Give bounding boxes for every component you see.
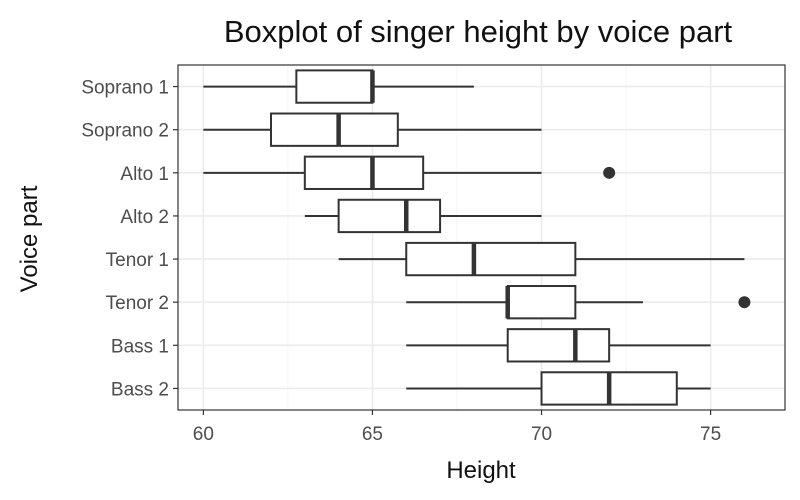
box-iqr	[506, 328, 611, 363]
box-group	[203, 69, 474, 104]
box-layer	[203, 69, 751, 406]
outlier-point	[603, 166, 616, 179]
y-tick-label: Soprano 2	[81, 121, 169, 142]
box-group	[406, 371, 711, 406]
x-tick-label: 70	[531, 424, 552, 445]
y-tick-label: Alto 1	[120, 164, 169, 185]
x-tick-label: 65	[362, 424, 383, 445]
x-axis-title: Height	[446, 457, 516, 484]
y-tick-label: Tenor 1	[106, 250, 169, 271]
box-iqr	[405, 241, 577, 277]
box-group	[406, 285, 751, 320]
x-tick-label: 75	[700, 424, 721, 445]
box-iqr	[303, 155, 425, 190]
box-group	[304, 198, 542, 234]
panel-border	[177, 64, 786, 411]
box-iqr	[269, 112, 399, 147]
y-axis-title: Voice part	[16, 185, 43, 292]
outlier-point	[738, 296, 751, 309]
box-group	[203, 112, 542, 147]
y-tick-label: Bass 2	[111, 379, 169, 400]
x-tick-label: 60	[193, 424, 214, 445]
axis-layer: 60 65 70 75 Soprano 1 Soprano 2 Alto 1 Alto 2 Te…	[81, 78, 721, 445]
box-group	[338, 241, 745, 277]
box-iqr	[506, 285, 577, 320]
box-group	[406, 328, 711, 363]
y-tick-label: Soprano 1	[81, 78, 169, 99]
box-iqr	[295, 69, 374, 104]
chart-title: Boxplot of singer height by voice part	[224, 14, 733, 49]
box-group	[203, 155, 616, 190]
y-tick-label: Bass 1	[111, 336, 169, 357]
y-tick-label: Tenor 2	[106, 293, 169, 314]
box-iqr	[337, 198, 442, 234]
grid-layer	[178, 65, 785, 410]
y-tick-label: Alto 2	[120, 207, 169, 228]
